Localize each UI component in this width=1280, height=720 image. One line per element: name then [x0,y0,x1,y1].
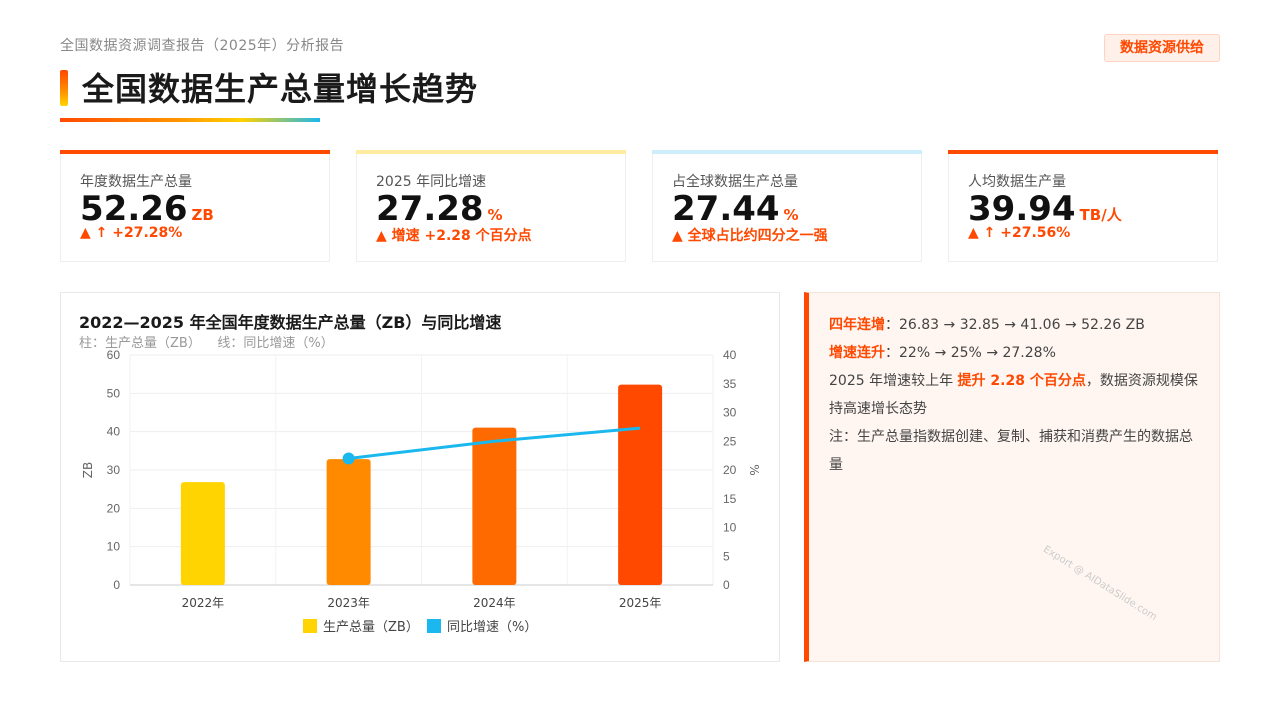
insight-line-2: 增速连升：22% → 25% → 27.28% [829,345,1056,361]
kpi-card-global-share: 占全球数据生产总量 27.44% ▲ 全球占比约四分之一强 [652,150,929,269]
report-subtitle: 全国数据资源调查报告（2025年）分析报告 [60,38,345,54]
insight-line-4: 注：生产总量指数据创建、复制、捕获和消费产生的数据总量 [829,429,1193,473]
kpi-unit: % [783,206,799,224]
chart-title: 2022—2025 年全国年度数据生产总量（ZB）与同比增速 [79,313,502,332]
kpi-card-total: 年度数据生产总量 52.26 ZB ▲ ↑ +27.28% [60,150,337,269]
y2-tick-label: 25 [723,434,737,448]
bar-2022年 [180,482,225,585]
y2-tick-label: 10 [723,521,737,535]
bar-2024年 [472,427,517,585]
x-tick-label: 2024年 [473,596,516,610]
y-tick-label: 0 [113,578,120,592]
legend-swatch-line [427,619,441,633]
insight-line-1: 四年连增：26.83 → 32.85 → 41.06 → 52.26 ZB [829,317,1145,333]
y2-tick-label: 5 [723,549,730,563]
y2-tick-label: 30 [723,406,737,420]
kpi-value: 39.94 TB/人 [968,189,1122,229]
insight-line-3: 2025 年增速较上年 提升 2.28 个百分点，数据资源规模保持高速增长态势 [829,373,1198,417]
kpi-value: 27.44% [672,189,799,229]
insight-card: 四年连增：26.83 → 32.85 → 41.06 → 52.26 ZB 增速… [804,292,1220,662]
chart-subtitle: 柱：生产总量（ZB） 线：同比增速（%） [79,336,334,351]
kpi-unit: TB/人 [1079,206,1122,224]
kpi-unit: ZB [191,206,214,224]
legend-label-bar: 生产总量（ZB） [323,620,419,635]
legend-swatch-bar [303,619,317,633]
y2-tick-label: 20 [723,463,737,477]
kpi-note: ▲ 增速 +2.28 个百分点 [376,228,532,244]
y-tick-label: 40 [107,425,121,439]
x-tick-label: 2022年 [182,596,225,610]
x-tick-label: 2023年 [327,596,370,610]
title-underline [60,118,320,122]
bar-2023年 [326,459,371,585]
y-tick-label: 20 [107,501,121,515]
y2-tick-label: 0 [723,578,730,592]
y-axis-label: ZB [81,462,95,478]
kpi-unit: % [487,206,503,224]
kpi-label: 年度数据生产总量 [80,174,192,190]
bar-2025年 [618,384,663,585]
kpi-card-per-capita: 人均数据生产量 39.94 TB/人 ▲ ↑ +27.56% [948,150,1225,269]
kpi-label: 占全球数据生产总量 [672,174,798,190]
x-tick-label: 2025年 [619,596,662,610]
legend-label-line: 同比增速（%） [447,620,537,635]
kpi-note: ▲ ↑ +27.28% [80,225,183,241]
y2-tick-label: 35 [723,377,737,391]
chart-card: 0 10 20 30 40 50 60 0 5 10 15 20 25 30 35 40 ZB% 2022年 202… [60,292,787,669]
kpi-label: 人均数据生产量 [968,174,1066,190]
y-tick-label: 50 [107,386,121,400]
y-tick-label: 10 [107,540,121,554]
kpi-value: 52.26 ZB [80,189,214,229]
kpi-note: ▲ ↑ +27.56% [968,225,1071,241]
growth-point-start [342,452,355,465]
y-tick-label: 60 [107,348,121,362]
y2-tick-label: 15 [723,492,737,506]
combo-chart: 0 10 20 30 40 50 60 0 5 10 15 20 25 30 35 40 ZB % 2022年 202… [81,348,761,635]
page-title: 全国数据生产总量增长趋势 [82,70,479,108]
kpi-value: 27.28% [376,189,503,229]
y-tick-label: 30 [107,463,121,477]
title-accent-bar [60,70,68,106]
section-tag: 数据资源供给 [1104,34,1220,62]
y2-axis-label: % [747,464,761,475]
kpi-label: 2025 年同比增速 [376,174,487,190]
growth-line [348,426,641,460]
y2-tick-label: 40 [723,348,737,362]
kpi-card-growth: 2025 年同比增速 27.28% ▲ 增速 +2.28 个百分点 [356,150,633,269]
kpi-note: ▲ 全球占比约四分之一强 [672,228,828,244]
